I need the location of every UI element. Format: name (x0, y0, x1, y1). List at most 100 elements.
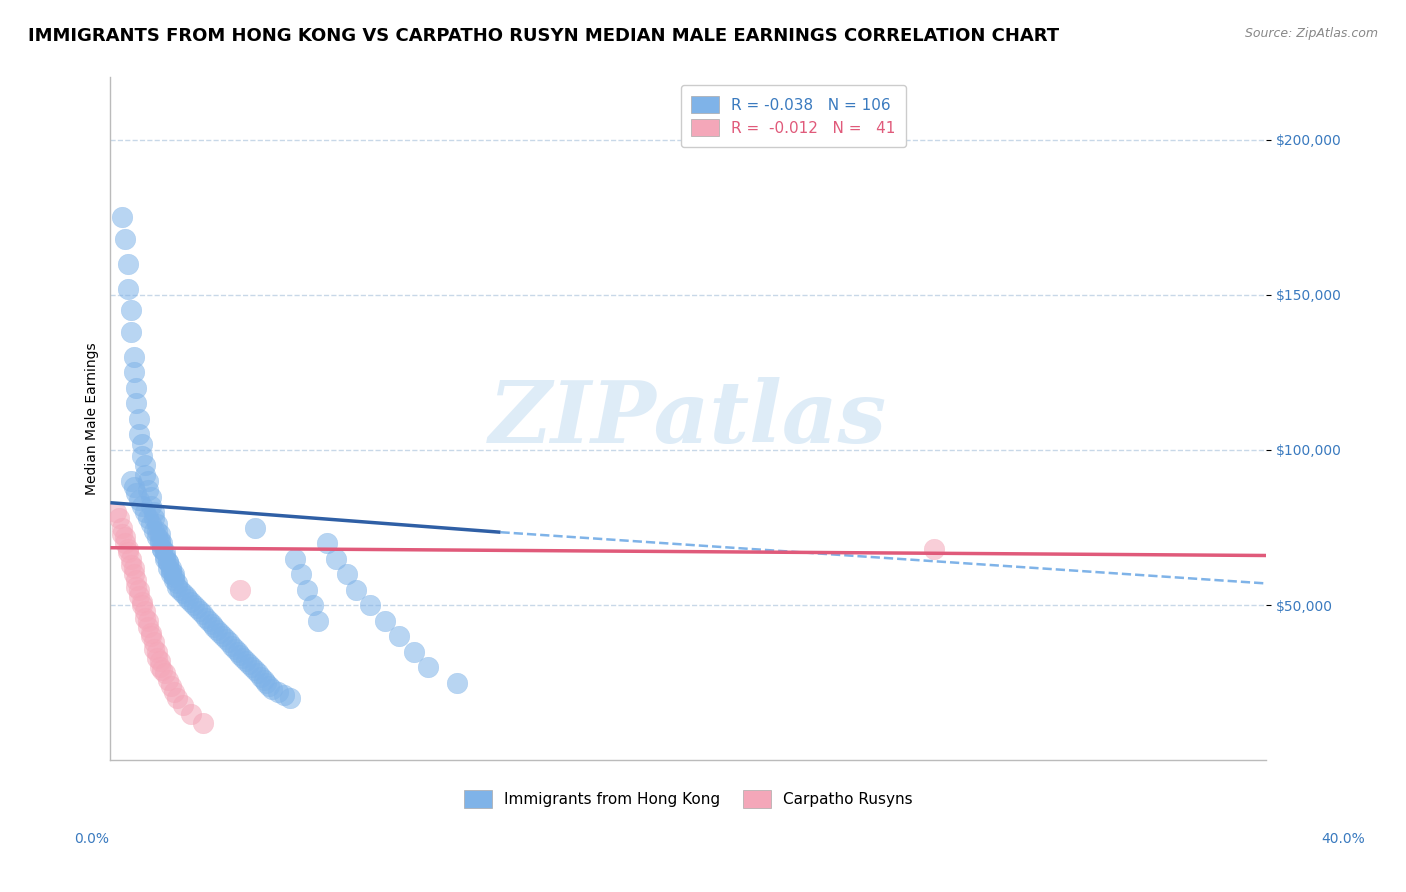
Point (194, 610, 217, 624)
Point (134, 458, 156, 473)
Point (166, 580, 188, 594)
Point (169, 582, 191, 597)
Point (273, 688, 295, 702)
Point (125, 396, 148, 410)
Point (212, 629, 235, 643)
Point (128, 589, 150, 603)
Point (125, 574, 148, 588)
Point (238, 657, 260, 672)
Point (922, 542, 945, 557)
Point (117, 545, 139, 559)
Point (120, 474, 142, 488)
Point (267, 685, 290, 699)
Point (235, 654, 257, 668)
Point (177, 591, 200, 606)
Point (301, 598, 323, 612)
Point (142, 635, 165, 649)
Point (240, 660, 263, 674)
Point (125, 381, 148, 395)
Point (163, 570, 186, 584)
Point (122, 480, 145, 494)
Point (122, 365, 145, 379)
Point (226, 645, 249, 659)
Point (388, 629, 411, 643)
Point (148, 660, 170, 674)
Text: 0.0%: 0.0% (75, 832, 108, 846)
Point (145, 517, 167, 532)
Point (155, 551, 177, 566)
Point (160, 564, 183, 578)
Point (145, 645, 167, 659)
Point (152, 542, 174, 557)
Point (418, 660, 440, 674)
Point (111, 210, 134, 224)
Point (183, 598, 205, 612)
Point (128, 492, 150, 507)
Point (402, 645, 425, 659)
Point (128, 582, 150, 597)
Point (229, 582, 252, 597)
Point (259, 679, 281, 693)
Point (256, 675, 278, 690)
Point (325, 551, 347, 566)
Point (139, 499, 162, 513)
Point (148, 526, 170, 541)
Point (163, 685, 186, 699)
Point (191, 716, 214, 731)
Point (160, 679, 183, 693)
Point (134, 505, 156, 519)
Text: Source: ZipAtlas.com: Source: ZipAtlas.com (1244, 27, 1378, 40)
Text: IMMIGRANTS FROM HONG KONG VS CARPATHO RUSYN MEDIAN MALE EARNINGS CORRELATION CHA: IMMIGRANTS FROM HONG KONG VS CARPATHO RU… (28, 27, 1059, 45)
Point (374, 614, 396, 628)
Point (122, 567, 145, 582)
Point (142, 505, 165, 519)
Point (111, 526, 134, 541)
Point (142, 524, 165, 538)
Point (139, 629, 162, 643)
Point (204, 620, 226, 634)
Point (191, 607, 214, 622)
Point (157, 561, 180, 575)
Point (117, 542, 139, 557)
Point (180, 706, 202, 721)
Point (229, 648, 252, 662)
Point (122, 561, 145, 575)
Point (284, 551, 307, 566)
Point (152, 664, 174, 678)
Point (215, 632, 238, 647)
Point (139, 517, 162, 532)
Point (307, 614, 329, 628)
Point (155, 666, 177, 681)
Point (155, 549, 177, 563)
Point (114, 232, 136, 246)
Point (252, 673, 274, 687)
Point (125, 486, 148, 500)
Point (218, 635, 240, 649)
Point (344, 582, 367, 597)
Point (136, 620, 159, 634)
Point (197, 614, 219, 628)
Point (188, 604, 211, 618)
Point (157, 555, 180, 569)
Point (145, 524, 167, 538)
Point (200, 616, 222, 631)
Point (120, 558, 142, 572)
Point (120, 325, 142, 339)
Point (131, 436, 153, 450)
Point (221, 639, 243, 653)
Point (186, 601, 208, 615)
Point (131, 499, 153, 513)
Point (148, 533, 170, 547)
Point (125, 580, 148, 594)
Point (166, 691, 188, 706)
Point (166, 576, 188, 591)
Point (139, 626, 162, 640)
Point (145, 530, 167, 544)
Point (163, 567, 186, 582)
Point (243, 664, 266, 678)
Point (316, 536, 339, 550)
Point (120, 551, 142, 566)
Point (160, 561, 183, 575)
Point (142, 641, 165, 656)
Point (446, 675, 468, 690)
